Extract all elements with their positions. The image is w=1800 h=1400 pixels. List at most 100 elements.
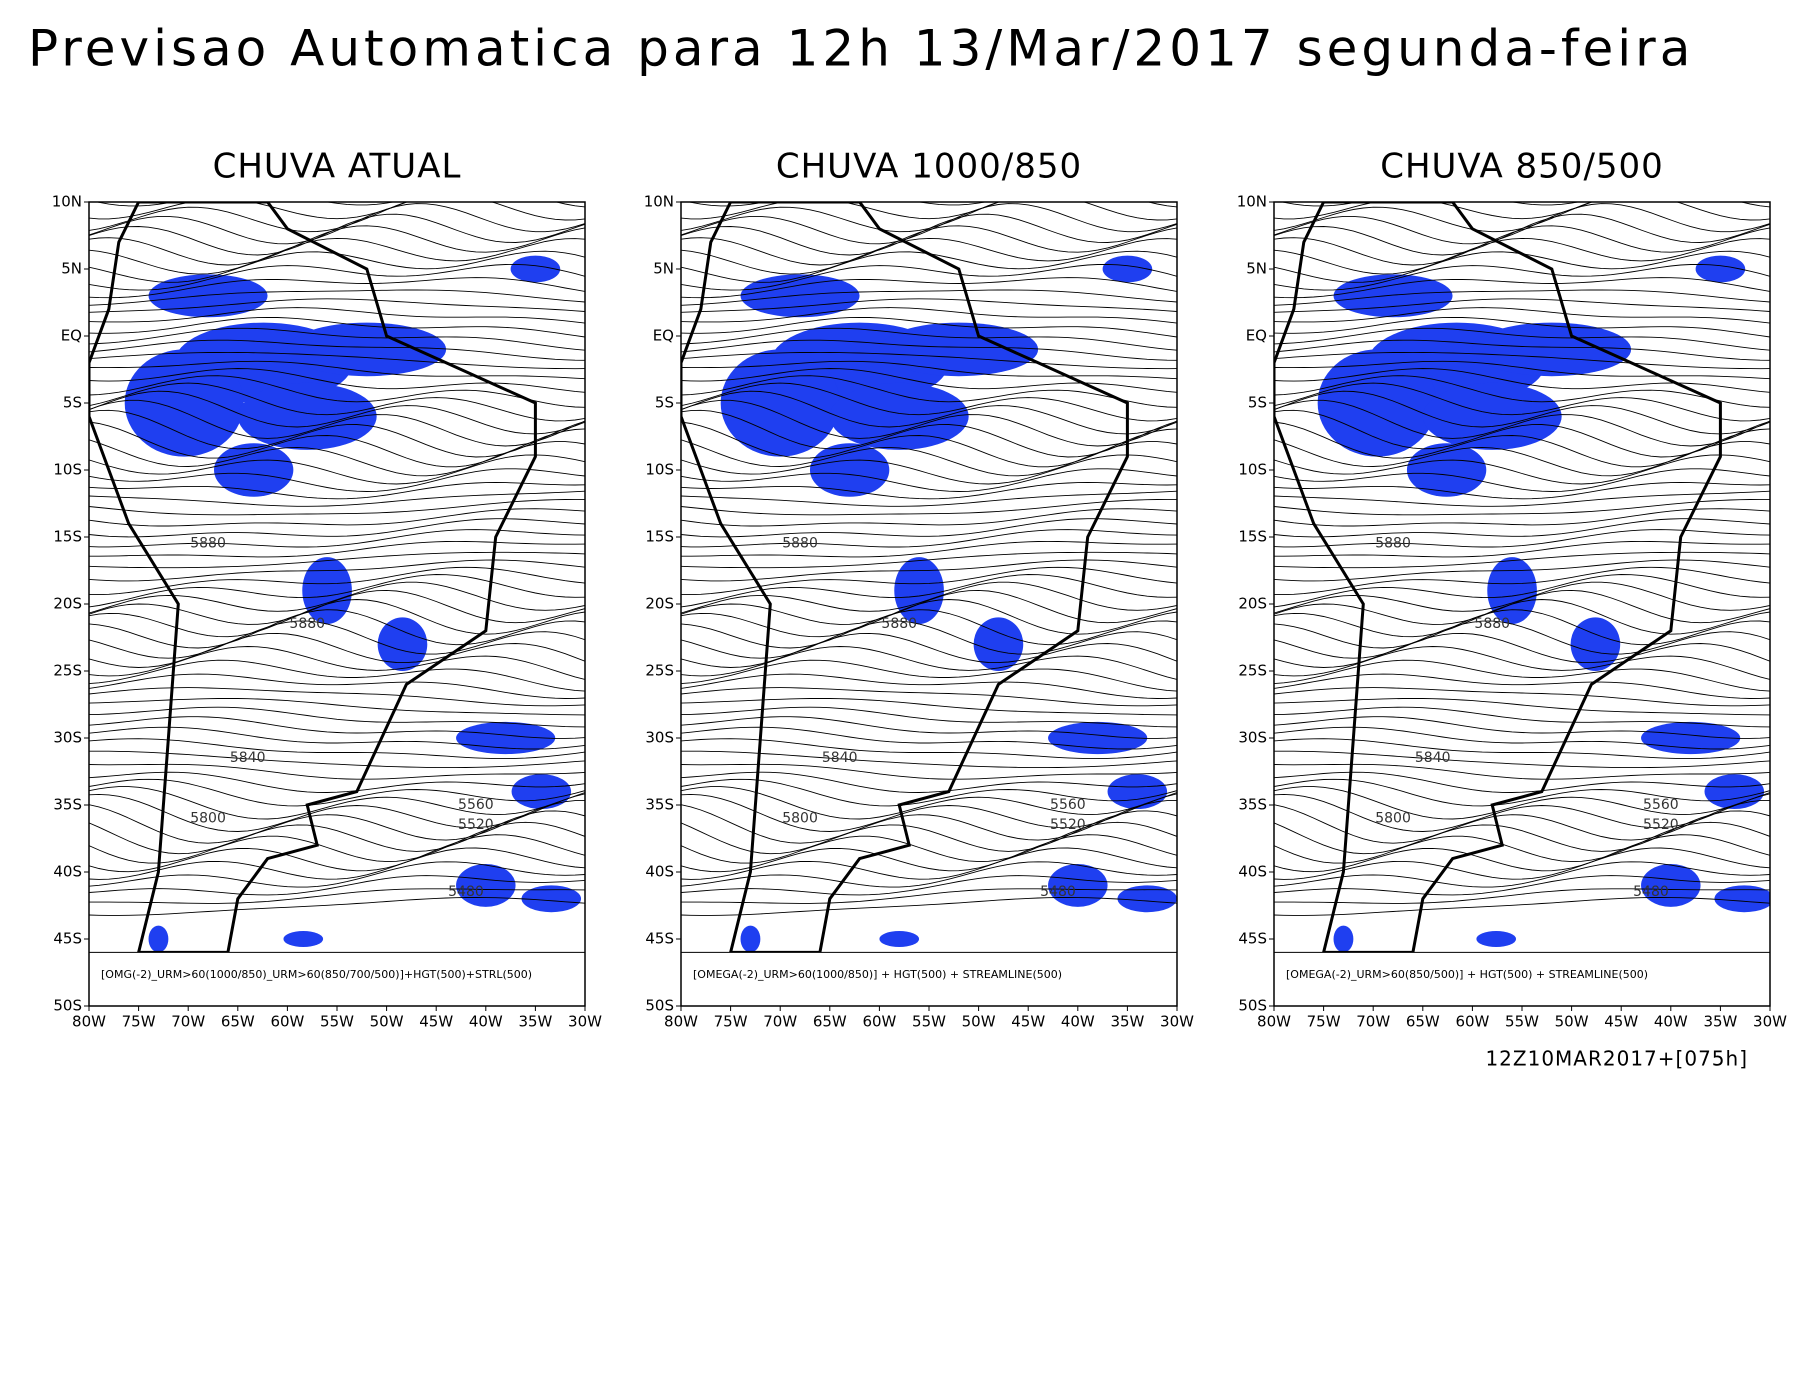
streamline bbox=[681, 847, 1177, 880]
lon-label: 65W bbox=[1406, 1013, 1440, 1031]
lat-label: 5N bbox=[653, 260, 674, 278]
lon-label: 45W bbox=[419, 1013, 453, 1031]
lat-label: 10S bbox=[1238, 461, 1267, 479]
streamline bbox=[681, 566, 1177, 596]
rain-area bbox=[879, 930, 920, 948]
rain-area bbox=[894, 557, 944, 625]
streamline bbox=[681, 589, 1177, 625]
streamline bbox=[89, 875, 585, 896]
streamline bbox=[89, 203, 585, 245]
streamline bbox=[681, 213, 1177, 256]
streamline bbox=[1274, 213, 1770, 256]
streamline bbox=[681, 454, 1177, 485]
streamline bbox=[89, 589, 585, 625]
streamline bbox=[1274, 821, 1770, 864]
panel-title: CHUVA 1000/850 bbox=[776, 147, 1082, 187]
streamline bbox=[89, 316, 585, 338]
streamline bbox=[1274, 834, 1770, 873]
rain-area bbox=[1317, 349, 1437, 457]
lon-label: 40W bbox=[1654, 1013, 1688, 1031]
streamline bbox=[89, 834, 585, 873]
panel-title: CHUVA ATUAL bbox=[213, 147, 462, 187]
streamline bbox=[681, 498, 1177, 516]
streamline bbox=[681, 351, 1177, 370]
lat-label: 50S bbox=[645, 997, 674, 1015]
streamline bbox=[89, 599, 585, 638]
rain-area bbox=[740, 274, 860, 318]
streamline bbox=[1274, 298, 1770, 313]
streamline bbox=[681, 490, 1177, 507]
streamline bbox=[89, 861, 585, 888]
streamline bbox=[89, 609, 585, 649]
streamline bbox=[681, 263, 1177, 291]
streamline bbox=[681, 289, 1177, 306]
rain-area bbox=[1570, 617, 1621, 671]
streamline bbox=[89, 490, 585, 507]
lon-label: 35W bbox=[1703, 1013, 1737, 1031]
streamline bbox=[1274, 589, 1770, 625]
streamline bbox=[89, 540, 585, 558]
streamline bbox=[1274, 810, 1770, 855]
lat-label: 40S bbox=[53, 863, 82, 881]
contour-label: 5840 bbox=[230, 750, 266, 766]
streamline bbox=[681, 786, 1177, 820]
lon-label: 50W bbox=[370, 1013, 404, 1031]
streamline bbox=[1274, 786, 1770, 820]
streamline bbox=[681, 298, 1177, 313]
streamline bbox=[681, 716, 1177, 739]
streamline bbox=[89, 771, 585, 793]
streamline bbox=[89, 847, 585, 880]
streamline bbox=[1274, 263, 1770, 291]
streamline bbox=[89, 574, 585, 608]
lat-label: 45S bbox=[645, 930, 674, 948]
contour-label: 5880 bbox=[190, 536, 226, 552]
streamline bbox=[681, 368, 1177, 393]
caption: [OMEGA(-2)_URM>60(850/500)] + HGT(500) +… bbox=[1286, 968, 1648, 981]
streamline bbox=[1274, 566, 1770, 596]
rain-area bbox=[510, 255, 561, 283]
streamline bbox=[1274, 620, 1770, 659]
lat-label: 45S bbox=[1238, 930, 1267, 948]
coastline bbox=[1274, 202, 1722, 953]
streamline bbox=[89, 518, 585, 538]
coastline bbox=[89, 202, 537, 953]
lon-label: 45W bbox=[1604, 1013, 1638, 1031]
streamline bbox=[681, 659, 1177, 692]
rain-area bbox=[1117, 885, 1177, 913]
rain-area bbox=[1107, 774, 1168, 810]
contour-label: 5520 bbox=[1643, 817, 1679, 833]
lat-label: 25S bbox=[53, 662, 82, 680]
streamline bbox=[681, 225, 1177, 266]
rain-area bbox=[1714, 885, 1770, 913]
lat-label: 35S bbox=[645, 796, 674, 814]
streamline bbox=[681, 316, 1177, 338]
streamline bbox=[681, 574, 1177, 608]
streamline bbox=[1274, 771, 1770, 793]
rain-area bbox=[740, 925, 761, 953]
map-area: 5880 5880 5840 5800 5560 5520 5480 bbox=[681, 202, 1177, 953]
lat-label: 45S bbox=[53, 930, 82, 948]
contour-label: 5480 bbox=[1633, 884, 1669, 900]
contour-label: 5520 bbox=[1050, 817, 1086, 833]
rain-area bbox=[879, 322, 1039, 377]
streamline bbox=[681, 646, 1177, 680]
streamline bbox=[1274, 716, 1770, 739]
page-title: Previsao Automatica para 12h 13/Mar/2017… bbox=[28, 20, 1694, 78]
lon-label: 55W bbox=[320, 1013, 354, 1031]
streamline bbox=[89, 786, 585, 820]
lat-label: 35S bbox=[53, 796, 82, 814]
streamline bbox=[89, 351, 585, 370]
streamline bbox=[1274, 861, 1770, 888]
lon-label: 45W bbox=[1011, 1013, 1045, 1031]
lon-label: 30W bbox=[568, 1013, 602, 1031]
map-panel: CHUVA 1000/850 5880 5880 5840 5800 5560 5520 54… bbox=[644, 147, 1194, 1031]
streamline bbox=[89, 763, 585, 780]
streamline bbox=[89, 659, 585, 692]
rain-area bbox=[148, 274, 268, 318]
lat-label: 40S bbox=[645, 863, 674, 881]
streamline bbox=[681, 390, 1177, 435]
streamline bbox=[1274, 726, 1770, 750]
contour-label: 5880 bbox=[1375, 536, 1411, 552]
rain-area bbox=[456, 863, 516, 907]
contour-label: 5880 bbox=[1474, 616, 1510, 632]
